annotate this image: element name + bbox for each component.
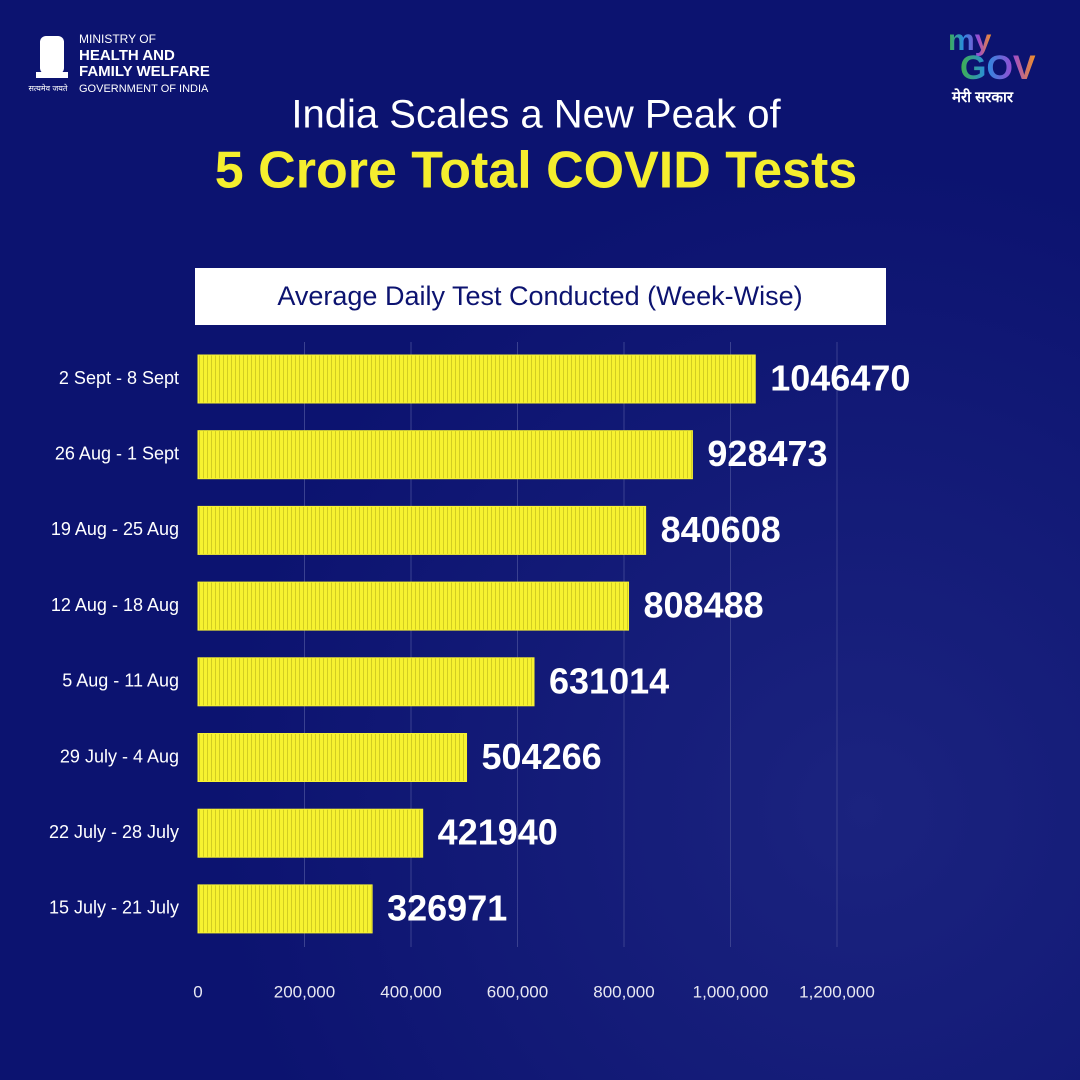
x-tick-label: 400,000	[380, 982, 441, 1001]
x-tick-label: 800,000	[593, 982, 654, 1001]
ministry-line: HEALTH AND	[79, 47, 175, 64]
bar	[197, 733, 468, 782]
value-label: 808488	[644, 585, 764, 626]
value-label: 1046470	[770, 358, 910, 399]
value-label: 840608	[661, 509, 781, 550]
chart-title-box	[195, 268, 886, 325]
x-tick-label: 1,000,000	[693, 982, 769, 1001]
value-label: 326971	[387, 887, 507, 928]
y-tick-label: 2 Sept - 8 Sept	[59, 368, 179, 388]
mygov-logo: GOV	[960, 49, 1036, 87]
value-label: 421940	[438, 812, 558, 853]
y-tick-label: 22 July - 28 July	[49, 822, 179, 842]
motto: सत्यमेव जयते	[29, 83, 68, 93]
bar	[197, 808, 424, 858]
y-tick-label: 15 July - 21 July	[49, 898, 179, 918]
headline: India Scales a New Peak of	[291, 93, 781, 137]
value-label: 504266	[482, 736, 602, 777]
value-label: 928473	[707, 433, 827, 474]
headline: 5 Crore Total COVID Tests	[215, 142, 857, 200]
ministry-line: MINISTRY OF	[79, 32, 156, 46]
bar	[197, 884, 373, 934]
ministry-line: FAMILY WELFARE	[79, 63, 210, 80]
y-tick-label: 19 Aug - 25 Aug	[51, 519, 179, 539]
value-label: 631014	[549, 660, 669, 701]
x-tick-label: 1,200,000	[799, 982, 875, 1001]
bar	[197, 430, 693, 480]
bar	[197, 657, 535, 707]
y-tick-label: 29 July - 4 Aug	[60, 746, 179, 766]
mygov-logo: my	[948, 24, 992, 57]
x-tick-label: 600,000	[487, 982, 548, 1001]
mygov-tagline: मेरी सरकार	[951, 88, 1014, 106]
y-tick-label: 12 Aug - 18 Aug	[51, 595, 179, 615]
chart-title: Average Daily Test Conducted (Week-Wise)	[277, 281, 802, 311]
emblem	[36, 36, 68, 78]
y-tick-label: 26 Aug - 1 Sept	[55, 443, 179, 463]
bar	[197, 581, 630, 631]
bar	[197, 354, 756, 404]
bar	[197, 505, 647, 555]
ministry-line: GOVERNMENT OF INDIA	[79, 83, 209, 95]
x-tick-label: 200,000	[274, 982, 335, 1001]
x-tick-label: 0	[193, 982, 202, 1001]
y-tick-label: 5 Aug - 11 Aug	[62, 671, 179, 691]
